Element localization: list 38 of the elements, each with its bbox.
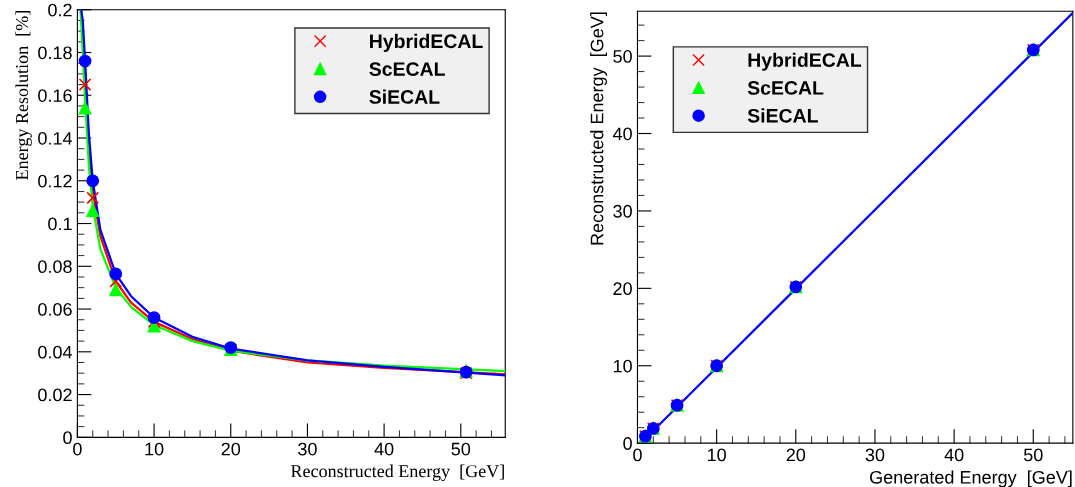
legend-label: HybridECAL bbox=[370, 33, 483, 52]
x-tick-label: 0 bbox=[73, 442, 82, 456]
legend-label: ScECAL bbox=[747, 81, 824, 95]
y-tick-label: 0.2 bbox=[48, 3, 72, 17]
x-tick-label: 40 bbox=[944, 448, 964, 462]
y-tick-label: 0.04 bbox=[38, 345, 73, 359]
x-tick-label: 20 bbox=[786, 448, 806, 462]
x-axis-title: Reconstructed Energy [GeV] bbox=[291, 464, 504, 481]
x-tick-label: 0 bbox=[633, 448, 642, 462]
y-tick-label: 0.02 bbox=[38, 388, 72, 402]
x-tick-label: 30 bbox=[865, 448, 885, 462]
y-tick-label: 20 bbox=[613, 282, 632, 296]
y-tick-label: 50 bbox=[613, 50, 632, 63]
y-tick-label: 0.06 bbox=[38, 302, 72, 316]
y-tick-label: 0.14 bbox=[38, 131, 73, 145]
y-tick-label: 0.12 bbox=[38, 174, 72, 188]
legend-label: ScECAL bbox=[369, 62, 445, 76]
x-tick-label: 50 bbox=[1023, 448, 1043, 462]
legend-label: SiECAL bbox=[369, 89, 440, 104]
y-tick-label: 0.16 bbox=[38, 89, 72, 102]
y-tick-label: 0.1 bbox=[48, 217, 72, 231]
y-tick-label: 10 bbox=[613, 359, 632, 373]
y-axis-title: Reconstructed Energy [GeV] bbox=[590, 12, 607, 245]
y-tick-label: 40 bbox=[612, 127, 632, 141]
x-tick-label: 10 bbox=[145, 442, 164, 456]
x-tick-label: 10 bbox=[707, 448, 726, 462]
legend-label: HybridECAL bbox=[748, 52, 862, 71]
x-tick-label: 30 bbox=[298, 442, 317, 456]
x-tick-label: 40 bbox=[374, 442, 394, 456]
y-axis-title: Energy Resolution [%] bbox=[15, 11, 32, 180]
x-tick-label: 20 bbox=[221, 442, 241, 456]
legend-label: SiECAL bbox=[747, 108, 818, 123]
x-axis-title: Generated Energy [GeV] bbox=[870, 470, 1072, 487]
x-tick-label: 50 bbox=[451, 442, 471, 456]
y-tick-label: 0.18 bbox=[38, 46, 72, 60]
y-tick-label: 30 bbox=[613, 204, 632, 218]
y-tick-label: 0.08 bbox=[38, 260, 72, 274]
y-tick-label: 0 bbox=[63, 431, 72, 445]
